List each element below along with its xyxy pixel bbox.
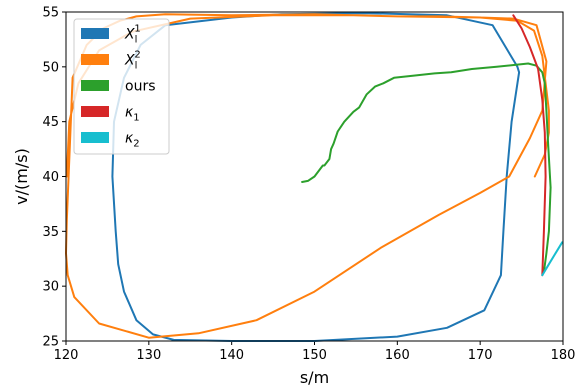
- x-tick-label: 180: [551, 348, 576, 363]
- legend-box: [73, 18, 170, 155]
- legend-swatch: [81, 106, 109, 117]
- y-tick-label: 50: [42, 60, 59, 75]
- x-axis-label: s/m: [300, 368, 329, 387]
- legend-label: κ1: [125, 105, 140, 124]
- tick-marks: [62, 11, 564, 345]
- series-line-x-l-2: [65, 13, 550, 339]
- legend-label: Xl2: [124, 50, 141, 72]
- legend-swatch: [81, 54, 109, 65]
- x-tick-label: 150: [302, 348, 327, 363]
- series-line--1: [512, 14, 547, 277]
- legend-swatch: [81, 28, 109, 39]
- legend-label: Xl1: [124, 24, 141, 46]
- y-tick-label: 55: [42, 6, 59, 21]
- x-tick-label: 130: [136, 348, 161, 363]
- plot-frame: [65, 11, 564, 342]
- y-tick-label: 40: [42, 170, 59, 185]
- series-line-ours: [301, 62, 552, 273]
- legend-swatch: [81, 132, 109, 143]
- legend-label: κ2: [125, 131, 140, 150]
- y-tick-label: 45: [42, 115, 59, 130]
- series-line--2: [541, 241, 564, 277]
- x-tick-label: 160: [385, 348, 410, 363]
- legend-entries: Xl1 Xl2 ours κ1 κ2: [81, 24, 156, 150]
- x-tick-label: 140: [219, 348, 244, 363]
- legend: Xl1 Xl2 ours κ1 κ2: [73, 18, 170, 155]
- y-axis-label: v/(m/s): [12, 148, 31, 205]
- legend-label: ours: [125, 79, 156, 95]
- y-tick-label: 25: [42, 335, 59, 350]
- legend-swatch: [81, 80, 109, 91]
- x-tick-label: 170: [468, 348, 493, 363]
- series-lines: [65, 12, 564, 342]
- tick-labels: 120 130 140 150 160 170 180 25 30 35 40 45 50 55: [42, 6, 575, 364]
- x-tick-label: 120: [54, 348, 79, 363]
- y-tick-label: 30: [42, 280, 59, 295]
- y-tick-label: 35: [42, 225, 59, 240]
